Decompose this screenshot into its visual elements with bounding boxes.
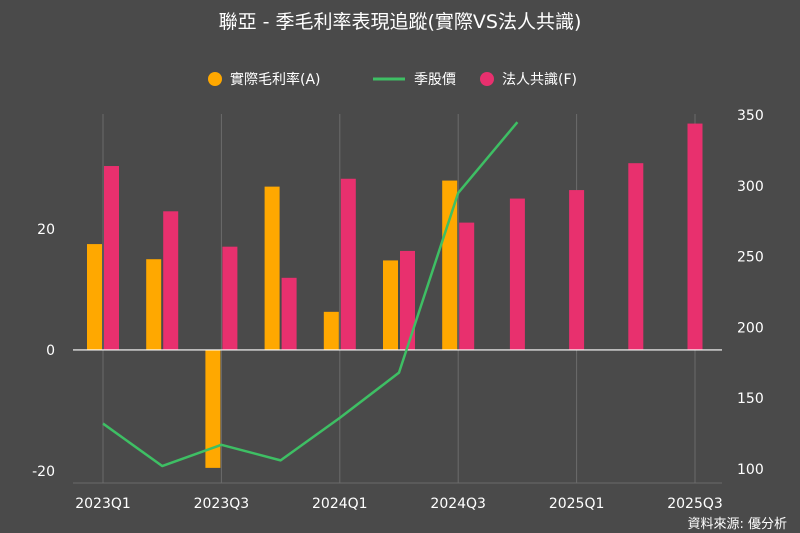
legend-swatch-consensus (480, 72, 494, 86)
x-tick-label: 2024Q1 (312, 496, 368, 512)
x-tick-label: 2023Q3 (194, 496, 250, 512)
actual-margin-bar (323, 311, 339, 350)
consensus-bar (569, 190, 585, 350)
right-tick-label: 250 (737, 250, 764, 266)
consensus-bar (400, 250, 415, 350)
left-tick-label: -20 (32, 464, 55, 480)
x-tick-label: 2025Q1 (549, 496, 605, 512)
right-axis-ticks: 100 150 200 250 300 350 (737, 108, 764, 478)
right-tick-label: 200 (737, 320, 764, 336)
left-axis-ticks: -20 0 20 (32, 222, 55, 480)
actual-margin-bar (205, 349, 221, 468)
right-tick-label: 100 (737, 462, 764, 478)
left-tick-label: 0 (46, 343, 55, 359)
left-tick-label: 20 (37, 222, 55, 238)
chart-title: 聯亞 - 季毛利率表現追蹤(實際VS法人共識) (219, 11, 582, 33)
right-tick-label: 300 (737, 179, 764, 195)
right-tick-label: 150 (737, 391, 764, 407)
actual-margin-bars (87, 180, 458, 468)
consensus-bar (687, 123, 703, 350)
source-note: 資料來源: 優分析 (687, 517, 787, 532)
legend-label-price: 季股價 (414, 71, 456, 88)
legend: 實際毛利率(A) 季股價 法人共識(F) (208, 71, 577, 88)
consensus-bar (340, 178, 356, 350)
price-line (102, 121, 519, 468)
consensus-bar (222, 246, 238, 350)
consensus-bar (459, 222, 475, 350)
right-tick-label: 350 (737, 108, 764, 124)
consensus-bar (104, 166, 119, 350)
x-tick-label: 2023Q1 (75, 496, 131, 512)
price-series-line (102, 121, 519, 468)
actual-margin-bar (442, 180, 458, 350)
x-tick-label: 2025Q3 (667, 496, 723, 512)
x-tick-label: 2024Q3 (430, 496, 486, 512)
consensus-bar (509, 198, 525, 350)
consensus-bars (104, 123, 703, 350)
actual-margin-bar (146, 259, 162, 350)
consensus-bar (628, 163, 644, 350)
actual-margin-bar (264, 186, 280, 350)
consensus-bar (281, 277, 297, 350)
x-axis-ticks: 2023Q1 2023Q3 2024Q1 2024Q3 2025Q1 2025Q3 (75, 496, 723, 512)
actual-margin-bar (87, 244, 102, 350)
consensus-bar (163, 211, 179, 350)
legend-label-actual: 實際毛利率(A) (230, 71, 321, 88)
actual-margin-bar (383, 260, 398, 350)
legend-label-consensus: 法人共識(F) (502, 72, 577, 88)
legend-swatch-actual (208, 72, 222, 86)
